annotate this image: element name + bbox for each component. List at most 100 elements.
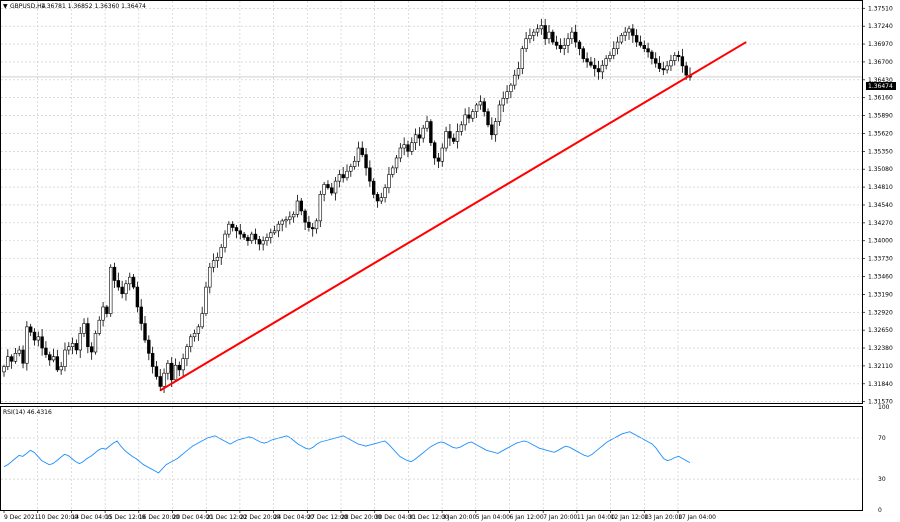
candle-bull (13, 353, 18, 362)
candle-bull (349, 166, 353, 172)
candle-bull (109, 266, 113, 314)
time-tick-label: 14 Dec 04:00 (71, 514, 112, 521)
candle-bear (234, 227, 239, 232)
price-tick-label: 1.31570 (868, 399, 893, 406)
candle-bear (44, 347, 48, 355)
candle-bear (490, 124, 494, 136)
candle-bull (398, 147, 403, 159)
candle-bull (181, 358, 185, 371)
candle-bull (97, 319, 101, 334)
candle-bull (520, 48, 525, 69)
rsi-axis: 100 70 30 0 (1, 404, 890, 514)
candle-bull (512, 74, 517, 86)
candle-bear (551, 31, 555, 43)
candle-bull (524, 38, 528, 49)
price-tick-label: 1.34270 (868, 220, 893, 227)
price-tick-label: 1.37240 (868, 23, 893, 30)
price-tick-label: 1.35080 (868, 166, 893, 173)
candle-bear (177, 364, 182, 371)
candle-bear (48, 354, 52, 361)
candle-bull (272, 230, 277, 234)
red-trendline[interactable] (159, 41, 747, 392)
price-tick-label: 1.36970 (868, 41, 893, 48)
candle-bull (337, 174, 342, 182)
candle-bull (215, 256, 220, 261)
trendline-group (159, 41, 747, 392)
candle-bear (368, 167, 372, 182)
candle-bear (417, 134, 422, 139)
candle-bull (295, 200, 300, 215)
candle-bull (67, 346, 71, 351)
time-tick-label: 15 Dec 12:00 (105, 514, 146, 521)
candle-bear (360, 147, 364, 155)
candle-bull (185, 346, 189, 359)
candle-bull (82, 323, 86, 334)
candle-bull (665, 65, 669, 71)
candle-bull (463, 114, 467, 126)
candle-bear (40, 336, 44, 349)
price-tick-label: 1.36700 (868, 59, 893, 66)
time-tick-label: 27 Dec 12:00 (307, 514, 348, 521)
candle-bear (661, 68, 666, 71)
candle-bear (650, 51, 654, 59)
candle-bear (406, 144, 410, 152)
candle-bull (600, 64, 605, 73)
time-tick-label: 11 Jan 04:00 (577, 514, 615, 521)
candle-bear (299, 200, 303, 212)
candle-bear (246, 237, 250, 242)
candle-bear (131, 276, 136, 288)
candle-bull (413, 134, 418, 144)
candle-bear (436, 157, 441, 162)
candle-bear (657, 62, 662, 69)
candle-bull (265, 237, 269, 242)
main-panel-frame (0, 0, 863, 404)
candle-bull (501, 98, 505, 106)
time-tick-label: 24 Dec 04:00 (274, 514, 315, 521)
candle-bear (653, 58, 658, 64)
candle-bear (486, 111, 490, 126)
current-price-label: 1.36474 (868, 83, 893, 90)
candle-bear (429, 121, 433, 144)
candle-bear (631, 28, 635, 36)
candle-bull (17, 349, 21, 354)
candle-bear (680, 56, 685, 67)
candle-bull (276, 223, 281, 232)
candle-bull (539, 25, 544, 30)
time-tick-label: 30 Dec 04:00 (375, 514, 416, 521)
candle-bear (593, 64, 597, 69)
price-tick-label: 1.32380 (868, 345, 893, 352)
candle-bull (333, 180, 338, 194)
time-tick-label: 12 Jan 12:00 (611, 514, 649, 521)
candle-bull (478, 101, 483, 106)
candle-bull (615, 41, 620, 49)
candle-bear (55, 356, 60, 371)
candle-bull (70, 343, 75, 348)
candle-bull (608, 55, 612, 59)
candle-bull (192, 333, 197, 338)
chart-dropdown-icon[interactable]: ▼ (3, 3, 8, 10)
candle-bear (482, 101, 486, 112)
candle-bull (318, 194, 323, 222)
price-tick-label: 1.36160 (868, 95, 893, 102)
price-axis[interactable]: 1.37510 1.37240 1.36970 1.36700 1.36430 1.361… (862, 5, 893, 406)
candle-bull (204, 286, 208, 314)
candle-bear (452, 137, 456, 142)
candle-bear (139, 306, 143, 324)
candle-bull (497, 104, 502, 122)
candle-bull (562, 45, 566, 49)
candle-bear (554, 41, 559, 46)
price-tick-label: 1.34810 (868, 184, 893, 191)
candle-bear (432, 142, 437, 159)
candle-bull (208, 266, 212, 288)
candle-bear (74, 343, 79, 351)
candle-bear (154, 366, 159, 377)
candle-bull (425, 121, 429, 129)
price-tick-label: 1.33730 (868, 256, 893, 263)
candle-bull (356, 147, 361, 162)
candle-bear (448, 131, 452, 139)
candle-bull (604, 58, 608, 66)
candle-bear (596, 68, 601, 73)
